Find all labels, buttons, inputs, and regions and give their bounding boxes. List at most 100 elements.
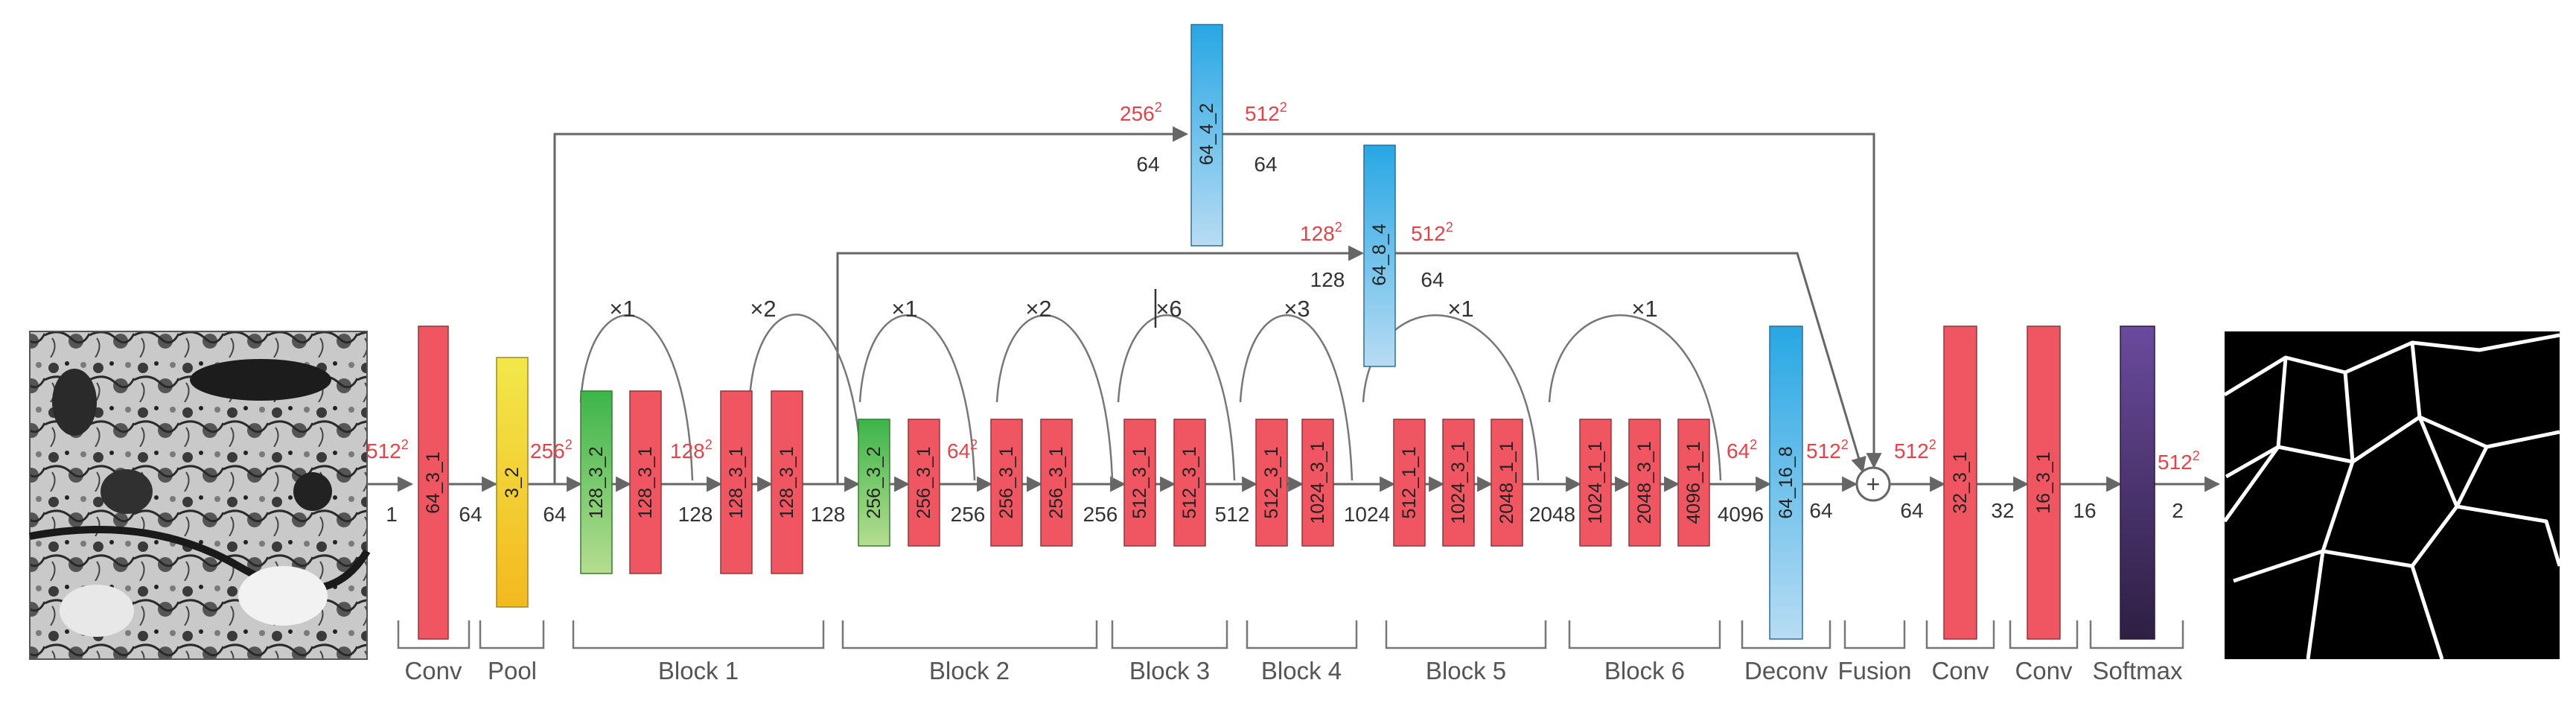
channel-1024: 1024 [1344,503,1390,526]
block-b4-1 [1301,419,1334,547]
repeat-r7: ×1 [1447,296,1473,322]
block-b3-1 [1173,419,1206,547]
block-side-mid [1363,144,1396,367]
label-conv1: 64_3_1 [423,451,444,513]
label-b4-0: 512_3_1 [1261,446,1282,518]
size-block2: 642 [947,437,978,463]
layer-blocks [418,24,2155,640]
size-mid-out: 5122 [1411,220,1453,245]
block-b6-0 [1579,419,1612,547]
block-b2-1 [908,419,940,547]
stage-block2: Block 2 [929,657,1010,684]
block-b1-3 [771,390,803,574]
block-pool [496,357,529,608]
block-b6-1 [1628,419,1661,547]
size-fusion: 5122 [1894,437,1936,463]
block-b1-0 [580,390,613,574]
label-b1-1: 128_3_1 [635,446,656,518]
block-conv1 [418,325,449,640]
block-b3-0 [1123,419,1156,547]
block-b2-3 [1040,419,1073,547]
block-b6-2 [1677,419,1710,547]
channel-64-b: 64 [543,503,566,526]
label-b4-1: 1024_3_1 [1307,441,1328,524]
label-b6-1: 2048_3_1 [1634,441,1655,524]
channel-2048: 2048 [1529,503,1575,526]
block-b2-2 [990,419,1023,547]
repeat-r4: ×2 [1025,296,1051,322]
channel-64-a: 64 [459,503,482,526]
channel-mid-in: 128 [1310,268,1345,291]
label-conv2: 32_3_1 [1950,451,1971,513]
block-labels: 64_3_1 3_2 128_3_2 128_3_1 128_3_1 128_3… [423,103,2054,524]
label-pool: 3_2 [502,467,523,498]
size-input: 5122 [366,437,409,463]
size-softmax: 5122 [2158,448,2200,474]
repeat-labels: ×1 ×2 ×1 ×2 ×6 ×3 ×1 ×1 [609,289,1658,328]
channel-128-b: 128 [811,503,846,526]
block-conv2 [1943,325,1977,640]
size-deconv: 5122 [1806,437,1849,463]
stage-labels: Conv Pool Block 1 Block 2 Block 3 Block … [404,657,2183,684]
size-top-out: 5122 [1245,100,1287,125]
block-b1-2 [720,390,753,574]
label-b5-0: 512_1_1 [1399,446,1420,518]
label-b3-0: 512_3_1 [1129,446,1150,518]
channel-top-in: 64 [1136,153,1159,176]
channel-mid-out: 64 [1421,268,1444,291]
stage-conv2: Conv [1931,657,1989,684]
side-branches [553,126,1882,484]
size-block1: 1282 [670,437,712,463]
channel-64-d: 64 [1900,499,1923,522]
stage-block5: Block 5 [1426,657,1506,684]
block-b4-0 [1255,419,1288,547]
channel-512: 512 [1215,503,1250,526]
label-b2-3: 256_3_1 [1046,446,1067,518]
size-top-in: 2562 [1120,100,1162,125]
channel-1: 1 [386,503,398,526]
label-conv3: 16_3_1 [2033,451,2054,513]
size-block6: 642 [1727,437,1757,463]
size-pool: 2562 [530,437,573,463]
label-b1-3: 128_3_1 [777,446,797,518]
repeat-r5: ×6 [1155,296,1182,322]
label-b6-0: 1024_1_1 [1585,441,1606,524]
repeat-r2: ×2 [750,296,776,322]
stage-block6: Block 6 [1604,657,1685,684]
label-b2-2: 256_3_1 [996,446,1017,518]
stage-conv3: Conv [2015,657,2073,684]
label-b1-0: 128_3_2 [586,446,607,518]
label-b2-1: 256_3_1 [914,446,934,518]
block-side-top [1190,24,1223,247]
block-softmax [2120,325,2155,640]
stage-fusion: Fusion [1837,657,1911,684]
label-b2-0: 256_3_2 [864,446,884,518]
block-b5-0 [1393,419,1426,547]
stage-block3: Block 3 [1129,657,1210,684]
sum-symbol: + [1866,471,1881,498]
output-image [2222,331,2562,660]
label-side-mid: 64_8_4 [1369,223,1390,286]
block-b1-1 [629,390,662,574]
channel-256-b: 256 [1083,503,1118,526]
label-b5-1: 1024_3_1 [1448,441,1469,524]
label-b5-2: 2048_1_1 [1496,441,1517,524]
residual-arcs [579,314,1722,481]
stage-deconv: Deconv [1744,657,1828,684]
channel-32: 32 [1991,499,2014,522]
channel-labels: 1 64 64 128 128 256 256 512 1024 2048 40… [386,153,2184,526]
stage-brackets [397,620,2184,649]
channel-top-out: 64 [1254,153,1277,176]
repeat-r8: ×1 [1631,296,1657,322]
label-b1-2: 128_3_1 [726,446,747,518]
label-side-top: 64_4_2 [1196,103,1217,165]
stage-conv1: Conv [404,657,462,684]
block-b5-2 [1491,419,1523,547]
channel-256-a: 256 [951,503,986,526]
label-deconv: 64_16_8 [1776,446,1796,518]
block-conv3 [2027,325,2061,640]
label-b3-1: 512_3_1 [1179,446,1200,518]
channel-2: 2 [2172,499,2184,522]
repeat-r3: ×1 [891,296,917,322]
size-labels: 5122 2562 1282 642 642 5122 5122 5122 25… [366,100,2200,474]
